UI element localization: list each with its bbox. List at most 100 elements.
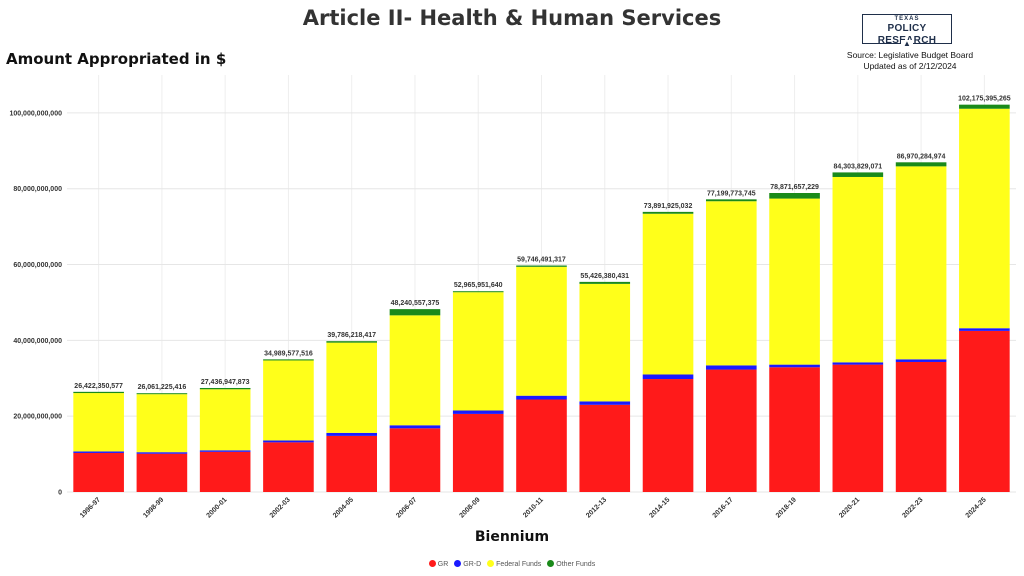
bar-segment-other-funds (895, 162, 947, 167)
x-tick-label: 2014-15 (648, 496, 671, 519)
bar-segment-federal-funds (199, 389, 251, 451)
bar-segment-other-funds (199, 387, 251, 390)
bar-segment-gr-d (579, 401, 631, 405)
x-axis-title: Biennium (474, 529, 550, 545)
legend-item[interactable]: Other Funds (547, 560, 595, 568)
bar-segment-other-funds (452, 291, 504, 293)
bar-segment-other-funds (516, 265, 567, 267)
bar-segment-gr-d (895, 359, 947, 362)
bar-segment-gr-d (705, 365, 757, 370)
logo-top-text: TEXAS (894, 16, 920, 22)
bar-total-label: 39,786,218,417 (327, 332, 376, 339)
chart-title: Article II- Health & Human Services (302, 6, 722, 30)
bar-segment-gr-d (199, 450, 251, 452)
updated-line: Updated as of 2/12/2024 (863, 61, 957, 71)
bar-segment-other-funds (579, 281, 631, 284)
bar-segment-gr-d (263, 440, 314, 443)
legend-label: GR-D (463, 561, 482, 568)
bar-segment-gr (326, 435, 378, 492)
bar-segment-gr-d (959, 328, 1010, 331)
bar-segment-gr (642, 379, 694, 492)
bar-total-label: 27,436,947,873 (201, 379, 250, 386)
bar-segment-gr-d (73, 451, 124, 453)
x-tick-label: 2004-05 (332, 496, 355, 519)
y-tick-label: 60,000,000,000 (13, 262, 62, 269)
x-tick-label: 2018-19 (775, 496, 798, 519)
bar-segment-gr (73, 452, 124, 492)
legend-swatch (428, 560, 436, 567)
bar-segment-gr-d (832, 362, 884, 365)
eagle-icon: ▲ (901, 39, 913, 48)
bar-segment-federal-funds (769, 198, 820, 365)
y-axis-title: Amount Appropriated in $ (6, 50, 227, 68)
bar-segment-gr (895, 361, 947, 492)
x-tick-label: 2022-23 (901, 496, 924, 519)
bar-segment-gr-d (326, 432, 378, 436)
bar-segment-gr (452, 413, 504, 492)
legend-item[interactable]: GR-D (454, 560, 481, 568)
legend-label: Other Funds (556, 561, 596, 568)
y-tick-label: 100,000,000,000 (9, 110, 62, 117)
y-tick-label: 40,000,000,000 (13, 338, 62, 345)
bar-segment-other-funds (769, 193, 820, 199)
bar-segment-federal-funds (895, 166, 947, 360)
bar-segment-other-funds (705, 199, 757, 202)
bar-segment-gr-d (516, 395, 567, 400)
x-tick-label: 2008-09 (459, 496, 482, 519)
bar-segment-federal-funds (326, 342, 378, 433)
bar-segment-other-funds (73, 391, 124, 394)
legend-swatch (547, 560, 555, 567)
bar-total-label: 34,989,577,516 (264, 350, 313, 357)
bar-segment-federal-funds (642, 213, 694, 375)
bar-segment-gr (959, 330, 1010, 492)
x-tick-label: 2006-07 (395, 496, 418, 519)
x-tick-label: 2002-03 (269, 496, 292, 519)
bar-segment-federal-funds (452, 292, 504, 411)
bar-segment-gr (832, 364, 884, 492)
bar-segment-other-funds (832, 172, 884, 177)
source-line: Source: Legislative Budget Board (846, 50, 974, 60)
bar-segment-gr-d (642, 374, 694, 380)
bar-segment-federal-funds (263, 360, 314, 441)
bar-segment-federal-funds (389, 315, 441, 426)
y-tick-label: 0 (58, 490, 62, 497)
bar-segment-federal-funds (832, 176, 884, 363)
bar-segment-other-funds (136, 393, 188, 395)
bar-segment-gr (263, 442, 314, 492)
bar-segment-gr (136, 453, 188, 492)
bar-segment-gr-d (389, 425, 441, 429)
x-tick-label: 2010-11 (522, 496, 545, 519)
bar-total-label: 84,303,829,071 (833, 163, 882, 170)
bar-total-label: 26,422,350,577 (74, 383, 123, 390)
bar-segment-gr (705, 369, 757, 492)
bar-segment-other-funds (959, 104, 1010, 109)
legend-item[interactable]: GR (428, 560, 449, 568)
bar-total-label: 78,871,657,229 (770, 184, 819, 191)
bar-total-label: 55,426,380,431 (580, 273, 629, 280)
bar-segment-gr-d (136, 452, 188, 454)
y-tick-label: 20,000,000,000 (13, 414, 62, 421)
bar-segment-federal-funds (136, 394, 188, 453)
bar-segment-gr (199, 451, 251, 492)
y-tick-label: 80,000,000,000 (13, 186, 62, 193)
bar-total-label: 48,240,557,375 (391, 300, 440, 307)
bar-segment-gr (516, 399, 567, 492)
source-note: Source: Legislative Budget Board Updated… (840, 50, 980, 72)
bar-segment-federal-funds (579, 283, 631, 402)
bar-total-label: 52,965,951,640 (454, 282, 503, 289)
bar-total-label: 102,175,395,265 (958, 96, 1011, 103)
bar-segment-gr (389, 428, 441, 492)
bar-total-label: 73,891,925,032 (644, 203, 693, 210)
bar-segment-gr (579, 404, 631, 492)
bar-segment-federal-funds (959, 108, 1010, 329)
bar-segment-federal-funds (73, 393, 124, 452)
legend-item[interactable]: Federal Funds (487, 560, 541, 568)
bar-total-label: 59,746,491,317 (517, 257, 566, 264)
bar-segment-federal-funds (516, 266, 567, 396)
x-tick-label: 1996-97 (79, 496, 102, 519)
bar-segment-other-funds (326, 341, 378, 343)
x-tick-label: 2020-21 (838, 496, 861, 519)
legend-label: GR (437, 561, 449, 568)
bar-total-label: 86,970,284,974 (897, 153, 946, 160)
